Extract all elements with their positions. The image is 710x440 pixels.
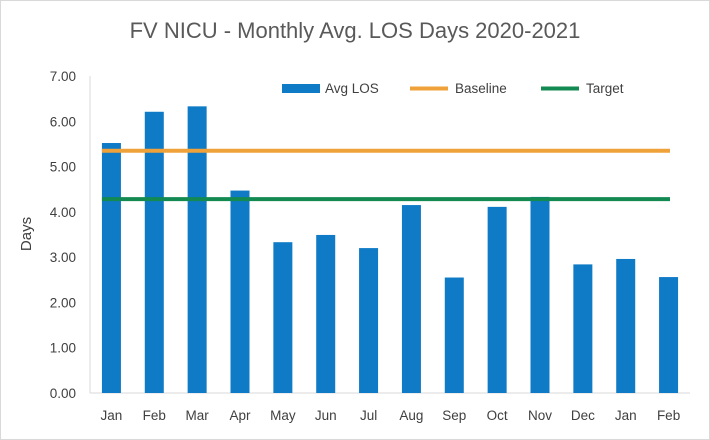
y-tick-label: 3.00 bbox=[50, 250, 76, 265]
x-tick-label: Apr bbox=[229, 408, 251, 423]
y-axis-label: Days bbox=[18, 217, 35, 251]
x-tick-label: Jun bbox=[315, 408, 337, 423]
bar-feb-1 bbox=[144, 111, 164, 394]
legend-swatch-avg-los bbox=[282, 84, 320, 93]
x-tick-label: Dec bbox=[571, 408, 595, 423]
bar-jul-6 bbox=[359, 248, 379, 393]
bar-jun-5 bbox=[316, 234, 336, 393]
bar-jan-0 bbox=[101, 143, 121, 393]
legend-label-avg-los: Avg LOS bbox=[325, 81, 379, 96]
x-tick-label: Jan bbox=[615, 408, 637, 423]
y-tick-label: 0.00 bbox=[50, 386, 76, 401]
x-tick-label: May bbox=[270, 408, 296, 423]
legend: Avg LOS Baseline Target bbox=[282, 81, 624, 96]
y-tick-label: 6.00 bbox=[50, 114, 76, 129]
bar-sep-8 bbox=[444, 277, 464, 393]
x-tick-label: Feb bbox=[657, 408, 680, 423]
bar-mar-2 bbox=[187, 106, 207, 393]
bar-may-4 bbox=[273, 242, 293, 393]
y-tick-label: 1.00 bbox=[50, 341, 76, 356]
bar-feb-13 bbox=[659, 277, 679, 393]
chart-title: FV NICU - Monthly Avg. LOS Days 2020-202… bbox=[129, 18, 581, 43]
y-tick-labels: 0.00 1.00 2.00 3.00 4.00 5.00 6.00 7.00 bbox=[50, 69, 76, 401]
y-tick-label: 2.00 bbox=[50, 295, 76, 310]
x-tick-label: Jan bbox=[101, 408, 123, 423]
bar-apr-3 bbox=[230, 190, 250, 393]
x-tick-label: Aug bbox=[399, 408, 423, 423]
legend-label-baseline: Baseline bbox=[455, 81, 507, 96]
bar-jan-12 bbox=[616, 258, 636, 393]
x-tick-label: Feb bbox=[143, 408, 166, 423]
y-tick-label: 7.00 bbox=[50, 69, 76, 84]
bar-dec-11 bbox=[573, 264, 593, 393]
bar-series bbox=[101, 106, 679, 394]
x-tick-label: Jul bbox=[360, 408, 377, 423]
chart-axes bbox=[89, 76, 690, 394]
legend-label-target: Target bbox=[586, 81, 624, 96]
bar-nov-10 bbox=[530, 196, 550, 393]
y-tick-label: 5.00 bbox=[50, 160, 76, 175]
reference-lines bbox=[101, 148, 670, 202]
x-tick-label: Nov bbox=[528, 408, 552, 423]
bar-oct-9 bbox=[487, 206, 507, 393]
x-tick-labels: Jan Feb Mar Apr May Jun Jul Aug Sep Oct Nov Dec Jan F… bbox=[101, 408, 681, 423]
y-tick-label: 4.00 bbox=[50, 205, 76, 220]
bar-aug-7 bbox=[401, 205, 421, 393]
x-tick-label: Mar bbox=[186, 408, 210, 423]
x-tick-label: Sep bbox=[442, 408, 466, 423]
x-tick-label: Oct bbox=[487, 408, 508, 423]
